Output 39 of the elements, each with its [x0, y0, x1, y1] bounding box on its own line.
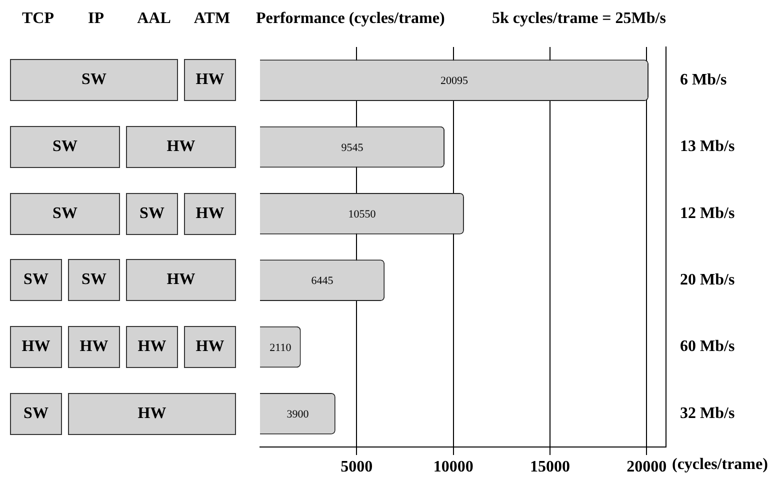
- text: HW: [184, 192, 236, 235]
- data-label: 20095: [440, 75, 468, 88]
- text: SW: [68, 259, 120, 302]
- text: HW: [68, 392, 236, 435]
- text: ATM: [192, 10, 232, 28]
- y-tick-label: 60 Mb/s: [680, 338, 735, 356]
- text: AAL: [136, 10, 172, 28]
- x-axis-title: (cycles/trame): [672, 456, 768, 474]
- text: SW: [10, 59, 178, 102]
- text: HW: [10, 326, 62, 368]
- x-tick-label: 20000: [626, 458, 667, 476]
- y-tick-label: 13 Mb/s: [680, 138, 735, 156]
- data-label: 10550: [348, 208, 376, 221]
- text: HW: [68, 326, 120, 368]
- chart-subtitle: 5k cycles/trame = 25Mb/s: [492, 10, 666, 28]
- x-tick-label: 10000: [433, 458, 474, 476]
- text: HW: [184, 59, 236, 102]
- data-label: 2110: [270, 342, 292, 354]
- x-tick-label: 5000: [340, 458, 373, 476]
- text: HW: [184, 326, 236, 368]
- chart-title: Performance (cycles/trame): [256, 10, 445, 28]
- text: SW: [126, 192, 178, 235]
- text: TCP: [21, 10, 55, 28]
- data-label: 3900: [286, 408, 310, 421]
- text: HW: [126, 326, 178, 368]
- text: SW: [10, 259, 62, 302]
- data-label: 6445: [311, 275, 334, 288]
- text: HW: [126, 259, 236, 302]
- text: HW: [126, 126, 236, 168]
- data-label: 9545: [341, 142, 364, 154]
- text: SW: [10, 192, 120, 235]
- text: SW: [10, 392, 62, 435]
- y-tick-label: 12 Mb/s: [680, 204, 735, 222]
- text: SW: [10, 126, 120, 168]
- text: IP: [87, 10, 105, 28]
- y-tick-label: 6 Mb/s: [680, 71, 727, 88]
- x-tick-label: 15000: [530, 458, 570, 476]
- y-tick-label: 20 Mb/s: [680, 271, 735, 288]
- y-tick-label: 32 Mb/s: [680, 404, 735, 422]
